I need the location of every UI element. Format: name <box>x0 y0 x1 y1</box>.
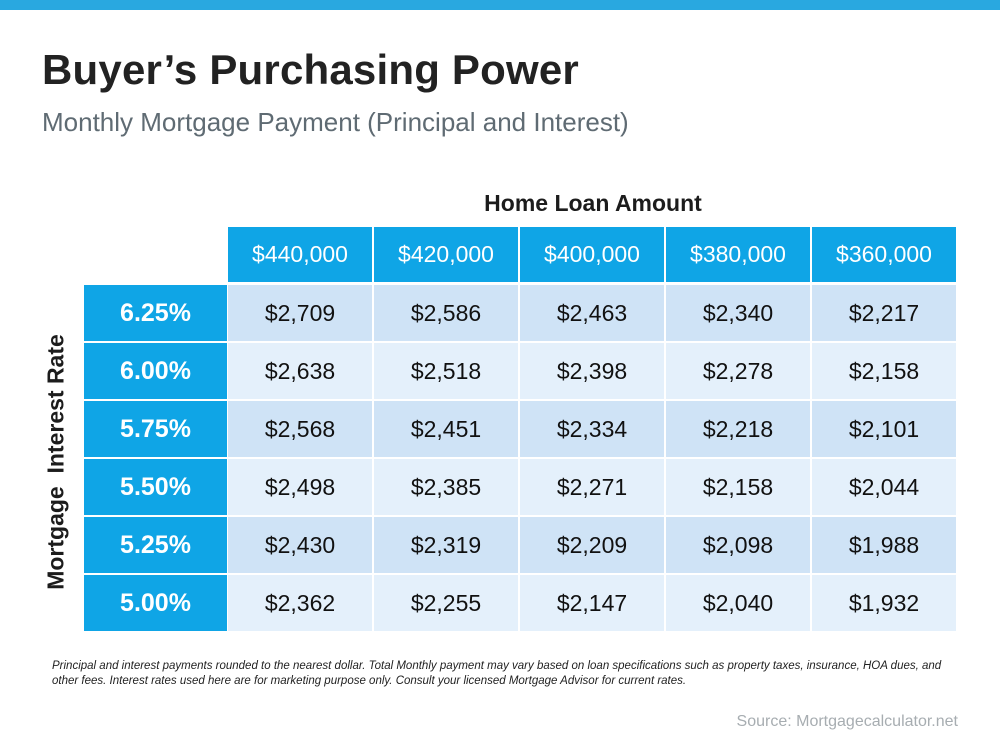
table-cell: $2,451 <box>374 401 518 457</box>
table-cell: $2,430 <box>228 517 372 573</box>
column-header: $380,000 <box>666 227 810 282</box>
table-cell: $2,586 <box>374 285 518 341</box>
table-cell: $2,568 <box>228 401 372 457</box>
table-cell: $1,932 <box>812 575 956 631</box>
footnote: Principal and interest payments rounded … <box>52 660 942 687</box>
table-cell: $2,334 <box>520 401 664 457</box>
table-cell: $2,463 <box>520 285 664 341</box>
page-subtitle: Monthly Mortgage Payment (Principal and … <box>42 107 629 137</box>
column-header: $400,000 <box>520 227 664 282</box>
table-cell: $2,158 <box>812 343 956 399</box>
table-cell: $2,218 <box>666 401 810 457</box>
table-cell: $2,319 <box>374 517 518 573</box>
table-cell: $2,255 <box>374 575 518 631</box>
table-cell: $2,101 <box>812 401 956 457</box>
table-cell: $2,209 <box>520 517 664 573</box>
table-cell: $2,709 <box>228 285 372 341</box>
table-cell: $2,385 <box>374 459 518 515</box>
table-cell: $1,988 <box>812 517 956 573</box>
row-axis-label: Mortgage Interest Rate <box>42 334 69 590</box>
row-header: 5.75% <box>84 401 227 457</box>
table-cell: $2,040 <box>666 575 810 631</box>
page-title: Buyer’s Purchasing Power <box>42 46 579 93</box>
table-cell: $2,271 <box>520 459 664 515</box>
table-cell: $2,044 <box>812 459 956 515</box>
top-accent-bar <box>0 0 1000 10</box>
table-cell: $2,362 <box>228 575 372 631</box>
table-cell: $2,098 <box>666 517 810 573</box>
row-header: 6.25% <box>84 285 227 341</box>
column-axis-label: Home Loan Amount <box>484 190 702 216</box>
table-cell: $2,158 <box>666 459 810 515</box>
table-cell: $2,498 <box>228 459 372 515</box>
table-cell: $2,147 <box>520 575 664 631</box>
table-cell: $2,278 <box>666 343 810 399</box>
row-header: 5.00% <box>84 575 227 631</box>
source-credit: Source: Mortgagecalculator.net <box>736 713 958 730</box>
table-cell: $2,398 <box>520 343 664 399</box>
row-header: 6.00% <box>84 343 227 399</box>
table-cell: $2,638 <box>228 343 372 399</box>
table-cell: $2,518 <box>374 343 518 399</box>
row-header: 5.25% <box>84 517 227 573</box>
column-header: $360,000 <box>812 227 956 282</box>
column-header: $440,000 <box>228 227 372 282</box>
column-header: $420,000 <box>374 227 518 282</box>
table-cell: $2,340 <box>666 285 810 341</box>
row-header: 5.50% <box>84 459 227 515</box>
table-cell: $2,217 <box>812 285 956 341</box>
